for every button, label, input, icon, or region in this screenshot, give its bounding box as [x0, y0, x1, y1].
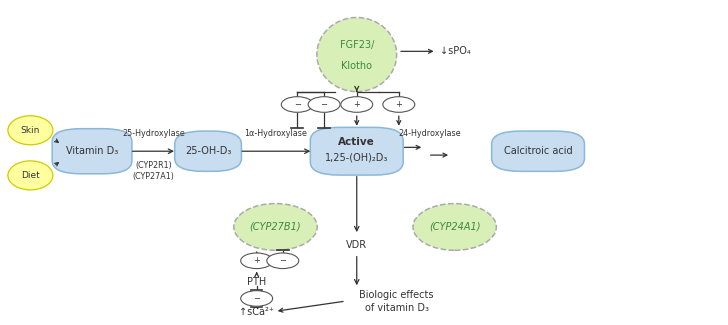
FancyBboxPatch shape: [491, 131, 585, 171]
Ellipse shape: [8, 116, 53, 145]
Ellipse shape: [241, 291, 272, 306]
Text: +: +: [253, 256, 260, 265]
Text: 1,25-(OH)₂D₃: 1,25-(OH)₂D₃: [325, 153, 389, 163]
Text: Diet: Diet: [21, 171, 40, 180]
Text: −: −: [294, 100, 301, 109]
Text: (CYP27B1): (CYP27B1): [250, 222, 301, 232]
Text: −: −: [280, 256, 286, 265]
Ellipse shape: [413, 203, 496, 250]
Text: 24-Hydroxylase: 24-Hydroxylase: [398, 129, 461, 138]
Text: (CYP27A1): (CYP27A1): [132, 172, 175, 181]
Text: Active: Active: [339, 137, 375, 147]
Text: Skin: Skin: [20, 126, 40, 135]
Text: 25-Hydroxylase: 25-Hydroxylase: [122, 129, 185, 138]
Text: Vitamin D₃: Vitamin D₃: [66, 146, 118, 156]
Text: −: −: [253, 294, 260, 303]
Text: FGF23/: FGF23/: [339, 40, 374, 50]
Ellipse shape: [383, 97, 415, 112]
Ellipse shape: [308, 97, 340, 112]
FancyBboxPatch shape: [310, 127, 403, 175]
Text: (CYP24A1): (CYP24A1): [429, 222, 480, 232]
Text: 25-OH-D₃: 25-OH-D₃: [185, 146, 232, 156]
Ellipse shape: [341, 97, 373, 112]
Text: ↓sPO₄: ↓sPO₄: [440, 46, 471, 56]
FancyBboxPatch shape: [175, 131, 242, 171]
Ellipse shape: [241, 253, 272, 268]
Ellipse shape: [281, 97, 313, 112]
Text: +: +: [353, 100, 360, 109]
Text: −: −: [320, 100, 328, 109]
Text: PTH: PTH: [247, 277, 266, 287]
Text: ↑sCa²⁺: ↑sCa²⁺: [239, 307, 274, 317]
Text: of vitamin D₃: of vitamin D₃: [365, 303, 429, 313]
Text: Klotho: Klotho: [341, 61, 372, 71]
FancyBboxPatch shape: [52, 129, 132, 174]
Text: 1α-Hydroxylase: 1α-Hydroxylase: [244, 129, 307, 138]
Text: Calcitroic acid: Calcitroic acid: [504, 146, 572, 156]
Text: VDR: VDR: [347, 240, 368, 250]
Text: Biologic effects: Biologic effects: [360, 290, 434, 300]
Ellipse shape: [8, 161, 53, 190]
Ellipse shape: [317, 18, 397, 92]
Ellipse shape: [267, 253, 298, 268]
Text: (CYP2R1): (CYP2R1): [135, 161, 172, 170]
Text: +: +: [395, 100, 403, 109]
Ellipse shape: [234, 203, 317, 250]
